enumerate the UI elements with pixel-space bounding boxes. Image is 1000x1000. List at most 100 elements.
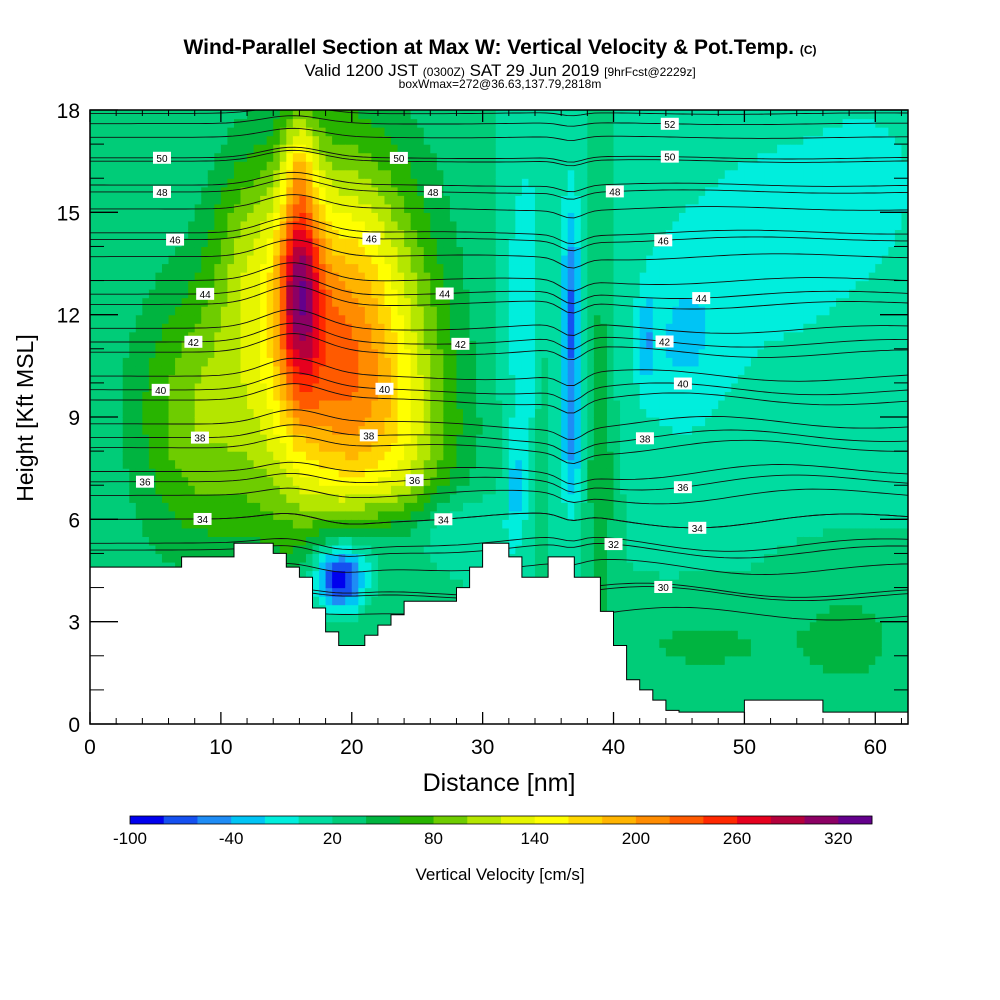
theta-label-bg xyxy=(655,335,674,348)
theta-contour-line xyxy=(90,110,908,117)
colorbar-frame xyxy=(129,815,873,825)
theta-contour-label: 38 xyxy=(194,434,206,445)
x-tick-label: 40 xyxy=(602,736,625,759)
theta-contour-label: 36 xyxy=(409,476,421,487)
title-mark: (C) xyxy=(799,43,817,57)
colorbar-swatch xyxy=(433,816,468,824)
colorbar-swatch xyxy=(264,816,300,824)
theta-contour-line xyxy=(90,115,908,127)
theta-label-bg xyxy=(184,335,203,348)
theta-contour-line xyxy=(90,239,908,269)
valid-utc: (0300Z) xyxy=(422,65,465,79)
x-tick-label: 0 xyxy=(84,736,96,759)
theta-contour-line xyxy=(90,357,908,387)
theta-contour-label: 50 xyxy=(156,154,168,165)
theta-label-bg xyxy=(152,185,171,198)
theta-label-bg xyxy=(196,287,215,300)
y-tick-label: 3 xyxy=(68,612,80,635)
theta-label-bg xyxy=(605,185,624,198)
theta-contour-line xyxy=(90,333,908,360)
theta-contour-label: 32 xyxy=(608,540,620,551)
y-axis-label: Height [Kft MSL] xyxy=(12,334,38,501)
theta-label-bg xyxy=(654,234,673,247)
colorbar-swatch xyxy=(635,816,671,824)
theta-label-bg xyxy=(434,513,453,526)
theta-contour-line xyxy=(90,178,908,200)
theta-contour-label: 46 xyxy=(170,236,182,247)
box-info: boxWmax=272@36.63,137.79,2818m xyxy=(398,77,602,91)
theta-contour-line xyxy=(90,309,908,336)
colorbar-swatch xyxy=(568,816,603,824)
theta-contour-line xyxy=(90,512,908,529)
colorbar-swatch xyxy=(197,816,232,824)
theta-contour-label: 50 xyxy=(664,153,676,164)
theta-contour-label: 48 xyxy=(609,187,621,198)
theta-contour-line xyxy=(90,223,908,252)
colorbar-swatch xyxy=(804,816,839,824)
theta-label-bg xyxy=(135,475,154,488)
theta-contour-line xyxy=(90,435,908,465)
theta-contour-line xyxy=(90,424,908,455)
theta-contour-line xyxy=(90,194,908,219)
theta-contour-line xyxy=(90,536,908,552)
colorbar-swatch xyxy=(770,816,805,824)
theta-contour-label: 52 xyxy=(664,120,676,131)
theta-contour-label: 34 xyxy=(438,515,450,526)
theta-contour-label: 44 xyxy=(200,290,212,301)
theta-label-bg xyxy=(654,580,673,593)
colorbar-tick-label: -100 xyxy=(113,829,147,848)
theta-label-bg xyxy=(359,429,378,442)
colorbar-swatch xyxy=(399,816,434,824)
valid-date: SAT 29 Jun 2019 xyxy=(469,61,600,80)
theta-contour-line xyxy=(90,146,908,163)
colorbar-label: Vertical Velocity [cm/s] xyxy=(415,865,584,884)
y-tick-label: 6 xyxy=(68,509,80,532)
theta-contour-label: 36 xyxy=(139,478,151,489)
theta-label-bg xyxy=(362,232,381,245)
theta-contour-label: 44 xyxy=(696,294,708,305)
x-tick-label: 60 xyxy=(864,736,887,759)
theta-contour-label: 42 xyxy=(188,338,200,349)
theta-contour-line xyxy=(90,409,908,440)
theta-contour-label: 44 xyxy=(439,290,451,301)
theta-contour-line xyxy=(90,275,908,305)
theta-contour-line xyxy=(90,461,908,485)
colorbar-swatch xyxy=(737,816,772,824)
theta-label-bg xyxy=(435,287,454,300)
colorbar-swatch xyxy=(366,816,401,824)
theta-label-bg xyxy=(152,151,171,164)
theta-contour-line xyxy=(90,171,908,193)
theta-label-bg xyxy=(375,382,394,395)
theta-label-bg xyxy=(660,117,679,130)
theta-contour-line xyxy=(90,216,908,245)
theta-contour-label: 38 xyxy=(363,431,375,442)
colorbar-tick-label: 80 xyxy=(424,829,443,848)
x-axis-label: Distance [nm] xyxy=(423,769,576,797)
colorbar-swatch xyxy=(534,816,569,824)
theta-label-bg xyxy=(673,481,692,494)
y-tick-label: 18 xyxy=(57,100,80,123)
theta-contour-line xyxy=(90,487,908,505)
y-tick-label: 0 xyxy=(68,714,80,737)
y-tick-label: 9 xyxy=(68,407,80,430)
x-tick-label: 50 xyxy=(733,736,756,759)
theta-label-bg xyxy=(604,538,623,551)
theta-contour-label: 46 xyxy=(366,235,378,246)
theta-contour-label: 46 xyxy=(658,236,670,247)
theta-label-bg xyxy=(692,292,711,305)
x-tick-label: 30 xyxy=(471,736,494,759)
y-tick-label: 12 xyxy=(57,305,80,328)
theta-contour-label: 42 xyxy=(455,340,467,351)
terrain xyxy=(89,542,909,725)
theta-label-bg xyxy=(166,233,185,246)
theta-label-bg xyxy=(635,432,654,445)
theta-contour-line xyxy=(90,262,908,292)
colorbar-tick-label: 140 xyxy=(521,829,549,848)
colorbar-tick-label: 320 xyxy=(824,829,852,848)
colorbar-swatch xyxy=(501,816,536,824)
theta-label-bg xyxy=(190,431,209,444)
y-tick-label: 15 xyxy=(57,202,80,225)
theta-contour-labels: 30 32 34 34 34 36 36 36 38 38 38 40 40 40 42 42 42 44 44 44… xyxy=(135,117,711,594)
